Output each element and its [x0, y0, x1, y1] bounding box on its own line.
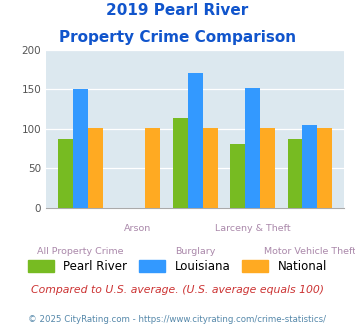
Bar [288, 139, 302, 208]
Text: Property Crime Comparison: Property Crime Comparison [59, 30, 296, 45]
Bar [317, 128, 332, 208]
Text: Arson: Arson [124, 224, 152, 233]
Legend: Pearl River, Louisiana, National: Pearl River, Louisiana, National [23, 255, 332, 278]
Text: © 2025 CityRating.com - https://www.cityrating.com/crime-statistics/: © 2025 CityRating.com - https://www.city… [28, 315, 327, 324]
Bar [302, 125, 317, 208]
Bar [260, 128, 275, 208]
Bar [230, 144, 245, 208]
Text: All Property Crime: All Property Crime [37, 248, 124, 256]
Text: Compared to U.S. average. (U.S. average equals 100): Compared to U.S. average. (U.S. average … [31, 285, 324, 295]
Text: Larceny & Theft: Larceny & Theft [215, 224, 290, 233]
Bar [173, 118, 188, 208]
Bar [88, 128, 103, 208]
Text: 2019 Pearl River: 2019 Pearl River [106, 3, 248, 18]
Bar [73, 89, 88, 208]
Bar [203, 128, 218, 208]
Bar [188, 73, 203, 208]
Bar [245, 87, 260, 208]
Text: Motor Vehicle Theft: Motor Vehicle Theft [264, 248, 355, 256]
Bar [58, 139, 73, 208]
Bar [145, 128, 160, 208]
Text: Burglary: Burglary [175, 248, 215, 256]
